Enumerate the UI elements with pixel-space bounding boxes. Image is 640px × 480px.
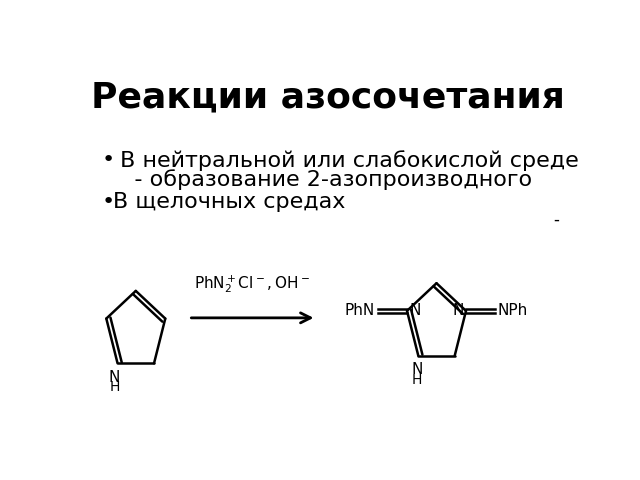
Text: N: N [411, 362, 422, 377]
Text: H: H [109, 380, 120, 394]
Text: •: • [102, 150, 115, 170]
Text: В нейтральной или слабокислой среде: В нейтральной или слабокислой среде [113, 150, 579, 171]
Text: H: H [412, 372, 422, 386]
Text: N: N [109, 370, 120, 384]
Text: $\mathregular{PhN_2^+Cl^-, OH^-}$: $\mathregular{PhN_2^+Cl^-, OH^-}$ [194, 273, 310, 295]
Text: N: N [410, 302, 420, 318]
Text: PhN: PhN [345, 303, 375, 318]
Text: - образование 2-азопроизводного: - образование 2-азопроизводного [113, 169, 532, 190]
Text: •: • [102, 192, 115, 212]
Text: NPh: NPh [498, 303, 528, 318]
Text: Реакции азосочетания: Реакции азосочетания [91, 81, 565, 115]
Text: -: - [553, 211, 559, 229]
Text: В щелочных средах: В щелочных средах [113, 192, 345, 212]
Text: N: N [452, 302, 463, 318]
